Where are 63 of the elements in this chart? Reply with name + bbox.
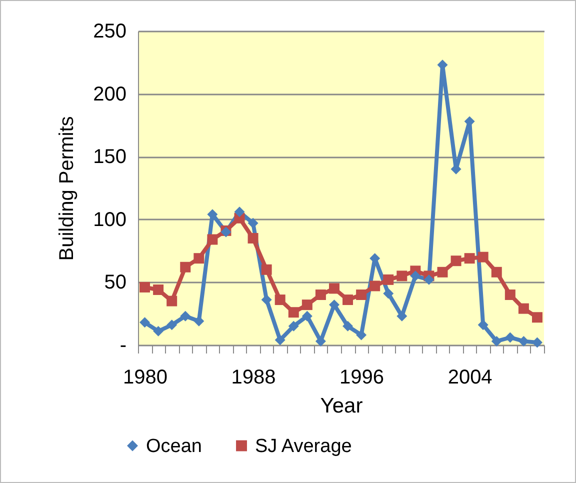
point [518, 303, 529, 314]
x-tick-label: 1980 [123, 366, 168, 388]
point [383, 288, 394, 299]
point [248, 232, 258, 244]
point [194, 316, 204, 326]
point [504, 332, 516, 343]
point [180, 262, 191, 272]
x-tick-label: 2004 [448, 366, 492, 388]
point [491, 336, 502, 346]
x-tick-label: 1996 [340, 366, 384, 388]
point [315, 290, 326, 300]
x-axis-title: Year [320, 394, 363, 418]
point [288, 307, 299, 318]
point [315, 336, 326, 346]
point [342, 320, 354, 332]
point [396, 270, 408, 282]
point [410, 270, 421, 282]
point [532, 312, 542, 323]
point [234, 206, 245, 218]
point [356, 330, 367, 340]
point [166, 320, 178, 330]
legend-label: SJ Average [255, 436, 352, 457]
legend-label: Ocean [146, 436, 202, 457]
point [261, 294, 272, 306]
point [153, 326, 164, 336]
y-tick-label: 50 [104, 272, 126, 294]
point [383, 274, 394, 285]
y-tick-label: 250 [93, 20, 126, 42]
y-tick-label: 150 [93, 146, 126, 168]
point [464, 253, 475, 264]
point [328, 283, 340, 294]
point [261, 264, 272, 275]
point [437, 266, 448, 278]
x-tick-label: 1988 [231, 366, 276, 388]
point [478, 320, 488, 330]
point [450, 256, 462, 266]
point [302, 300, 312, 310]
point [396, 310, 408, 322]
point [504, 290, 516, 300]
point [288, 320, 299, 332]
point [274, 334, 286, 346]
point [302, 310, 312, 322]
point [370, 280, 380, 292]
point [274, 294, 286, 306]
point [153, 284, 164, 295]
y-tick-label: - [120, 334, 126, 356]
point [140, 317, 150, 328]
point [166, 296, 178, 306]
point [424, 274, 434, 285]
y-axis-title: Building Permits [56, 116, 78, 261]
point [356, 290, 367, 300]
point [478, 252, 488, 262]
point [328, 300, 340, 310]
point [491, 266, 502, 278]
point [140, 282, 150, 292]
point [342, 294, 354, 306]
point [207, 234, 218, 245]
point [180, 310, 191, 322]
y-tick-label: 200 [93, 83, 126, 106]
point [248, 218, 258, 228]
point [518, 336, 529, 346]
point [194, 253, 204, 264]
y-tick-label: 100 [93, 208, 126, 231]
